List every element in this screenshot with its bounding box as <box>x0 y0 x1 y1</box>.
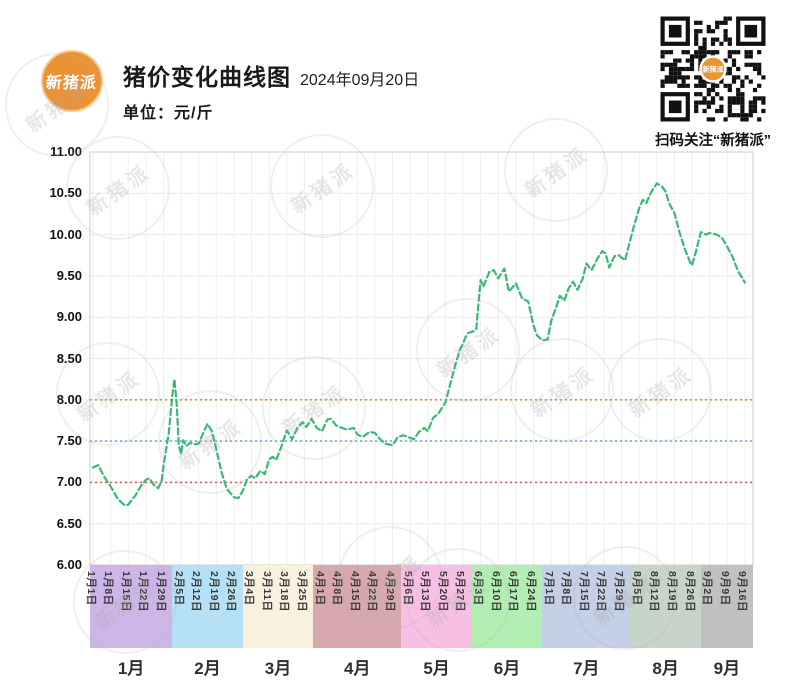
x-tick-label: 5月20日 <box>436 571 449 613</box>
month-band-6月 <box>471 565 543 648</box>
y-axis-label: 9.00 <box>56 309 82 325</box>
qr-code: 新猪派 <box>656 12 770 126</box>
month-band-1月 <box>90 565 173 648</box>
page-title: 猪价变化曲线图 <box>123 64 291 90</box>
month-label: 1月 <box>117 659 145 678</box>
x-tick-label: 7月1日 <box>542 571 555 606</box>
y-axis-label: 8.50 <box>56 350 82 366</box>
x-tick-label: 9月16日 <box>736 571 749 613</box>
x-tick-label: 1月8日 <box>102 571 115 606</box>
y-axis-label: 10.50 <box>49 185 82 201</box>
month-label: 5月 <box>423 659 450 678</box>
unit-label: 单位：元/斤 <box>123 105 214 122</box>
x-tick-label: 3月25日 <box>295 571 308 613</box>
x-tick-label: 4月22日 <box>366 571 379 613</box>
title-block: 猪价变化曲线图 2024年09月20日 单位：元/斤 <box>123 50 419 123</box>
x-tick-label: 3月18日 <box>278 571 291 613</box>
y-axis-label: 6.50 <box>56 515 82 531</box>
y-axis-label: 8.00 <box>56 391 82 407</box>
x-tick-label: 6月3日 <box>472 571 485 606</box>
x-tick-label: 8月12日 <box>648 571 661 613</box>
y-axis-label: 10.00 <box>49 226 82 242</box>
month-label: 7月 <box>573 659 600 678</box>
svg-text:新猪派: 新猪派 <box>703 65 725 74</box>
x-tick-label: 9月2日 <box>701 571 714 606</box>
qr-block: 新猪派 扫码关注“新猪派” <box>648 12 778 150</box>
x-tick-label: 1月22日 <box>137 571 150 613</box>
month-label: 4月 <box>344 659 371 678</box>
x-tick-label: 8月5日 <box>630 571 643 606</box>
y-axis-label: 7.50 <box>56 433 82 449</box>
x-tick-label: 5月27日 <box>454 571 467 613</box>
header: 新猪派 猪价变化曲线图 2024年09月20日 单位：元/斤 <box>41 50 419 123</box>
x-tick-label: 5月13日 <box>419 571 432 613</box>
x-tick-label: 4月15日 <box>348 571 361 613</box>
x-tick-label: 5月6日 <box>401 571 414 606</box>
x-tick-label: 4月8日 <box>331 571 344 606</box>
month-band-5月 <box>401 565 472 648</box>
month-label: 3月 <box>264 659 292 678</box>
x-tick-label: 4月1日 <box>313 571 326 606</box>
x-tick-label: 7月15日 <box>577 571 590 613</box>
x-tick-label: 1月29日 <box>154 571 167 613</box>
y-axis-label: 7.00 <box>56 474 82 490</box>
x-tick-label: 2月26日 <box>225 571 238 613</box>
x-tick-label: 1月15日 <box>119 571 132 613</box>
brand-logo-text: 新猪派 <box>45 75 98 92</box>
month-band-9月 <box>700 565 753 648</box>
x-tick-label: 4月29日 <box>384 571 397 613</box>
x-tick-label: 7月29日 <box>613 571 626 613</box>
x-tick-label: 2月19日 <box>207 571 220 613</box>
brand-logo: 新猪派 <box>41 50 103 112</box>
month-label: 9月 <box>713 659 741 678</box>
x-tick-label: 7月22日 <box>595 571 608 613</box>
x-tick-label: 3月4日 <box>243 571 256 606</box>
month-band-4月 <box>313 565 402 648</box>
x-tick-label: 2月12日 <box>190 571 203 613</box>
month-label: 6月 <box>493 659 521 678</box>
x-tick-label: 7月8日 <box>560 571 573 606</box>
report-date: 2024年09月20日 <box>300 72 420 89</box>
x-tick-label: 6月10日 <box>489 571 502 613</box>
y-axis-label: 11.00 <box>50 144 82 159</box>
month-band-3月 <box>242 565 314 648</box>
x-tick-label: 3月11日 <box>260 571 273 612</box>
qr-caption: 扫码关注“新猪派” <box>655 133 771 149</box>
x-tick-label: 8月26日 <box>683 571 696 613</box>
x-tick-label: 6月17日 <box>507 571 520 613</box>
x-tick-label: 6月24日 <box>524 571 537 613</box>
month-label: 2月 <box>194 659 221 678</box>
month-band-2月 <box>172 565 243 648</box>
x-tick-label: 1月1日 <box>84 571 97 606</box>
month-band-8月 <box>630 565 701 648</box>
x-tick-label: 8月19日 <box>665 571 678 613</box>
month-label: 8月 <box>652 659 679 678</box>
price-line <box>91 182 746 507</box>
x-tick-label: 2月5日 <box>172 571 185 606</box>
y-axis-label: 9.50 <box>56 267 82 283</box>
month-band-7月 <box>542 565 631 648</box>
y-axis-label: 6.00 <box>56 557 82 572</box>
x-tick-label: 9月9日 <box>718 571 731 606</box>
